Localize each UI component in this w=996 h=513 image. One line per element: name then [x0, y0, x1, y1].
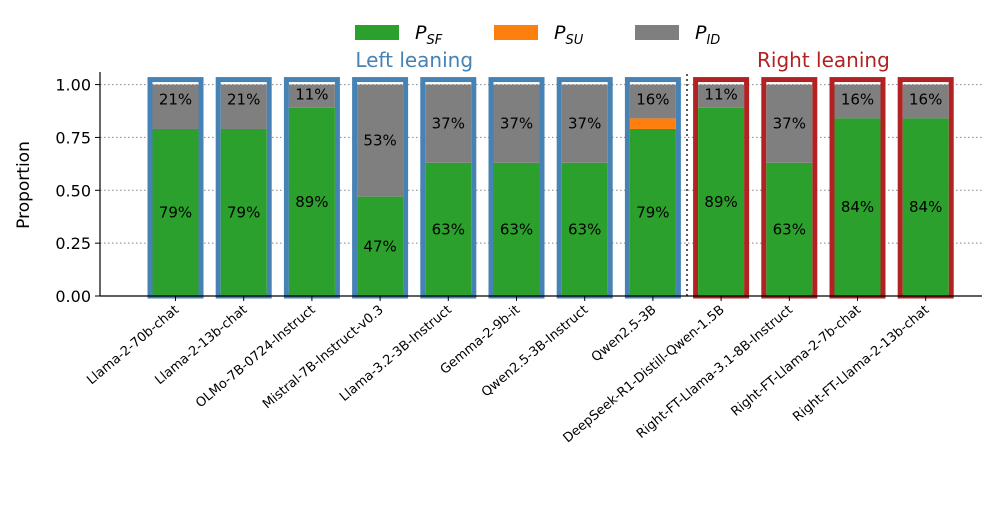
group-label: Right leaning [757, 48, 890, 72]
data-label-sf: 79% [636, 203, 669, 221]
legend-swatch [355, 25, 399, 40]
bar-segment-p-sf [902, 118, 949, 297]
legend-label: PID [695, 22, 720, 48]
bar-segment-p-sf [493, 162, 540, 296]
bar-group: 63% 37% [488, 77, 545, 299]
bar-segment-p-id [902, 84, 949, 119]
data-label-sf: 84% [909, 198, 942, 216]
bar-segment-p-sf [698, 107, 745, 296]
bar-segment-p-id [220, 84, 267, 129]
bar-group: 79% 21% [215, 77, 272, 299]
data-label-id: 16% [909, 91, 942, 109]
data-label-id: 21% [227, 91, 260, 109]
bar-group: 79% 16% [624, 77, 681, 299]
bar-group: 63% 37% [556, 77, 613, 299]
bar-segment-p-id [425, 84, 472, 163]
bar-segment-p-id [766, 84, 813, 163]
group-label: Left leaning [355, 48, 473, 72]
bar-segment-p-id [698, 84, 745, 108]
y-tick-label: 0.00 [55, 287, 91, 306]
bar-segment-p-id [357, 84, 404, 197]
data-label-sf: 89% [704, 193, 737, 211]
bar-group: 89% 11% [283, 77, 340, 299]
y-tick-label: 0.25 [55, 234, 91, 253]
bar-segment-p-su [629, 118, 676, 129]
bar-segment-p-sf [834, 118, 881, 297]
bar-group: 84% 16% [897, 77, 954, 299]
data-label-sf: 63% [500, 220, 533, 238]
data-label-sf: 63% [773, 220, 806, 238]
data-label-id: 37% [568, 115, 601, 133]
x-tick-label: Right-FT-Llama-2-7b-chat [728, 303, 864, 420]
bar-group: 84% 16% [829, 77, 886, 299]
y-tick-label: 0.50 [55, 181, 91, 200]
y-tick-label: 0.75 [55, 128, 91, 147]
data-label-sf: 63% [432, 220, 465, 238]
y-ticks: 0.00 0.25 0.50 0.75 1.00 [55, 76, 100, 306]
data-label-sf: 79% [227, 203, 260, 221]
x-tick-label: Llama-3.2-3B-Instruct [337, 303, 455, 405]
data-label-id: 37% [500, 115, 533, 133]
x-tick-label: OLMo-7B-0724-Instruct [193, 303, 318, 412]
legend-label: PSF [415, 22, 443, 48]
data-label-sf: 63% [568, 220, 601, 238]
bar-segment-p-id [152, 84, 199, 129]
bar-segment-p-sf [766, 162, 813, 296]
bar-segment-p-id [288, 84, 335, 108]
data-label-id: 16% [841, 91, 874, 109]
bar-segment-p-sf [220, 128, 267, 296]
bar-segment-p-sf [425, 162, 472, 296]
bar-segment-p-sf [152, 128, 199, 296]
data-label-sf: 84% [841, 198, 874, 216]
data-label-id: 37% [773, 115, 806, 133]
legend-label: PSU [554, 22, 584, 48]
bar-group: 47% 53% [352, 77, 409, 299]
data-label-id: 16% [636, 91, 669, 109]
x-tick-label: Qwen2.5-3B [589, 303, 660, 366]
x-tick-label: Mistral-7B-Instruct-v0.3 [260, 303, 387, 413]
bar-segment-p-sf [288, 107, 335, 296]
axes [99, 72, 982, 297]
bar-segment-p-id [493, 84, 540, 163]
data-label-sf: 79% [159, 203, 192, 221]
legend-swatch [635, 25, 679, 40]
group-labels: Left leaning Right leaning [355, 48, 889, 72]
x-ticks: Llama-2-70b-chatLlama-2-13b-chatOLMo-7B-… [84, 296, 932, 446]
bar-segment-p-sf [357, 196, 404, 296]
data-label-id: 11% [295, 86, 328, 104]
bar-segment-p-id [561, 84, 608, 163]
bar-group: 63% 37% [420, 77, 477, 299]
bar-group: 89% 11% [693, 77, 750, 299]
bar-group: 79% 21% [147, 77, 204, 299]
y-axis-label: Proportion [14, 141, 34, 229]
y-tick-label: 1.00 [55, 76, 91, 95]
bar-segment-p-id [834, 84, 881, 119]
bar-segment-p-id [629, 84, 676, 119]
bar-segment-p-sf [561, 162, 608, 296]
data-label-sf: 47% [363, 237, 396, 255]
data-label-id: 11% [704, 86, 737, 104]
x-tick-label: Right-FT-Llama-2-13b-chat [790, 303, 932, 425]
data-label-id: 53% [363, 132, 396, 150]
data-label-id: 21% [159, 91, 192, 109]
bar-segment-p-sf [629, 128, 676, 296]
legend: PSF PSU PID [355, 22, 720, 48]
legend-swatch [494, 25, 538, 40]
bars: 79% 21% 79% 21% 89% 11% 47% 53% 63% 37% 63% 37% 63% 3… [147, 77, 954, 299]
bar-group: 63% 37% [761, 77, 818, 299]
data-label-id: 37% [432, 115, 465, 133]
data-label-sf: 89% [295, 193, 328, 211]
